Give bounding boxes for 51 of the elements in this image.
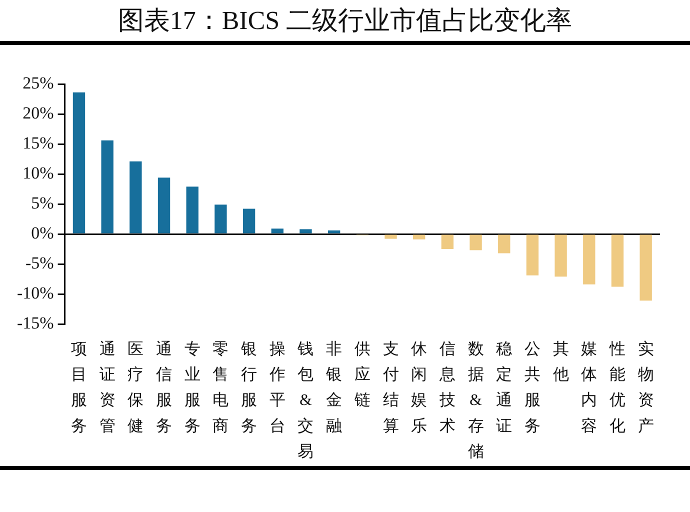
bar (186, 186, 198, 234)
bar (470, 234, 482, 250)
x-tick-label: 性能优化 (608, 341, 626, 435)
x-tick-label: 通证资管 (99, 340, 116, 435)
x-tick-label: 数据&存储 (468, 341, 484, 460)
bar (554, 234, 567, 277)
y-tick-label: 10% (22, 163, 54, 182)
bar (214, 204, 227, 234)
x-tick-label: 实物资产 (638, 340, 654, 435)
x-tick-label: 信息技术 (438, 341, 456, 435)
bar (526, 234, 539, 276)
bar (441, 234, 454, 249)
y-tick-label: 5% (31, 193, 54, 212)
bar (328, 230, 340, 234)
bar (498, 234, 510, 254)
x-tick-label: 零售电商 (212, 341, 229, 435)
bar (300, 229, 312, 234)
bar (101, 140, 114, 234)
bar (158, 178, 170, 234)
y-tick-label: 25% (22, 73, 54, 92)
y-tick-label: -5% (25, 253, 54, 272)
x-tick-label: 其他 (552, 340, 569, 384)
y-tick-label: 15% (22, 133, 54, 152)
bar (583, 234, 596, 284)
x-tick-label: 银行服务 (240, 341, 258, 435)
x-tick-label: 公共服务 (524, 341, 540, 435)
bar (611, 234, 624, 287)
x-tick-label: 通信服务 (156, 340, 172, 435)
x-tick-label: 支付结算 (382, 340, 399, 435)
x-tick-label: 钱包&交易 (296, 341, 314, 460)
x-tick-label: 休闲娱乐 (411, 341, 428, 435)
y-tick-label: 20% (22, 103, 54, 122)
x-tick-label: 稳定通证 (496, 341, 512, 435)
bar (413, 234, 426, 240)
x-tick-label: 项目服务 (70, 341, 87, 435)
bar (242, 208, 256, 234)
bar (130, 161, 142, 234)
x-tick-label: 医疗保健 (128, 341, 144, 435)
x-tick-label: 供应链 (353, 341, 370, 410)
x-tick-label: 操作平台 (268, 341, 286, 435)
y-tick-label: 0% (31, 223, 54, 242)
chart-title: 图表17：BICS 二级行业市值占比变化率 (116, 5, 574, 37)
bar (271, 228, 284, 234)
y-tick-label: -15% (16, 313, 54, 332)
bar (640, 234, 652, 301)
x-tick-label: 媒体内容 (581, 341, 598, 435)
bar (72, 92, 86, 234)
y-tick-label: -10% (16, 283, 54, 302)
x-tick-label: 非银金融 (325, 340, 342, 435)
x-tick-label: 专业服务 (184, 340, 200, 435)
bar (384, 234, 397, 239)
